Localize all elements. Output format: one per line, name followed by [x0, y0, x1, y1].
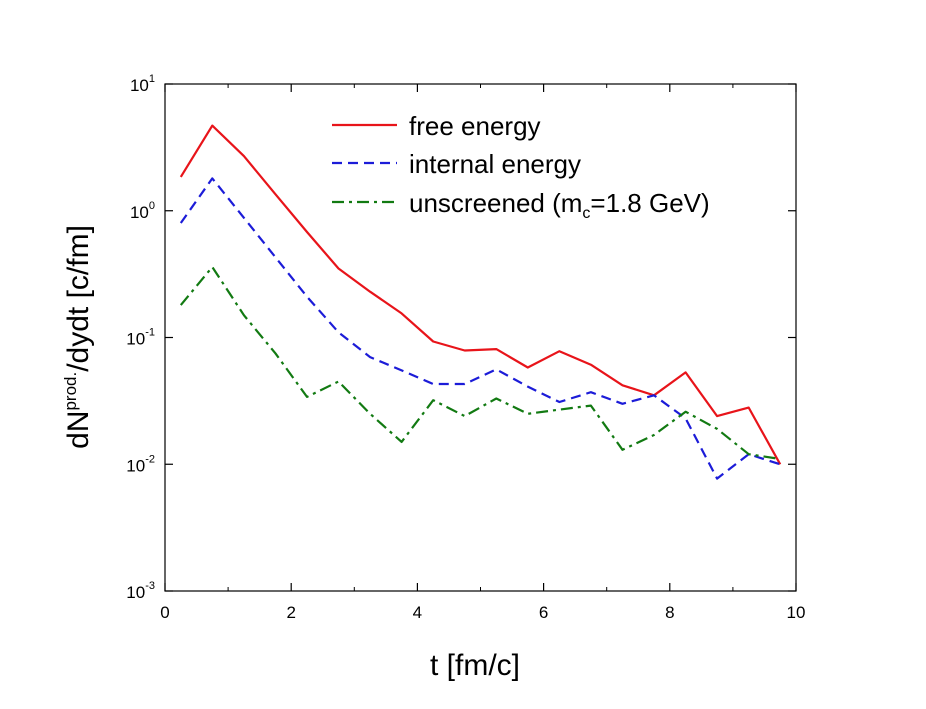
y-tick-label-exp: -3	[145, 580, 155, 592]
legend-label-free-energy: free energy	[409, 111, 541, 141]
x-axis-title: t [fm/c]	[430, 649, 520, 682]
y-tick-label: 10-3	[126, 580, 155, 602]
y-tick-label: 10-2	[126, 453, 155, 475]
y-axis-title-sup: prod.	[61, 372, 80, 411]
x-tick-label: 2	[286, 603, 295, 622]
legend-label-unscreened-base: unscreened (m	[409, 188, 582, 218]
y-tick-label-base: 10	[130, 203, 149, 222]
x-tick-label: 6	[539, 603, 548, 622]
series-lines	[179, 124, 782, 480]
x-tick-label: 4	[413, 603, 422, 622]
y-tick-label-exp: 0	[149, 200, 155, 212]
y-tick-label-base: 10	[130, 76, 149, 95]
y-axis-title: dNprod./dydt [c/fm]	[61, 225, 95, 449]
y-axis-title-base: dN	[62, 411, 95, 449]
y-tick-label-base: 10	[126, 583, 145, 602]
y-tick-label-exp: -2	[145, 453, 155, 465]
x-tick-label: 8	[665, 603, 674, 622]
x-tick-label: 10	[787, 603, 806, 622]
series-line-1	[179, 177, 781, 480]
legend-label-unscreened-rest: =1.8 GeV)	[590, 188, 709, 218]
series-line-2	[179, 265, 781, 461]
legend-label-unscreened-sub: c	[582, 205, 590, 222]
y-tick-label: 101	[130, 73, 155, 95]
y-tick-label: 10-1	[126, 327, 155, 349]
legend: free energy internal energy unscreened (…	[332, 111, 710, 222]
axis-ticks	[164, 83, 797, 592]
legend-label-internal-energy: internal energy	[409, 149, 581, 179]
series-line-0	[179, 124, 782, 465]
x-tick-label: 0	[160, 603, 169, 622]
y-tick-label: 100	[130, 200, 155, 222]
y-axis-title-rest: /dydt [c/fm]	[62, 225, 95, 372]
y-tick-label-base: 10	[126, 330, 145, 349]
y-tick-label-exp: 1	[149, 73, 155, 85]
y-tick-label-exp: -1	[145, 327, 155, 339]
y-tick-label-base: 10	[126, 456, 145, 475]
legend-label-unscreened: unscreened (mc=1.8 GeV)	[409, 188, 710, 222]
